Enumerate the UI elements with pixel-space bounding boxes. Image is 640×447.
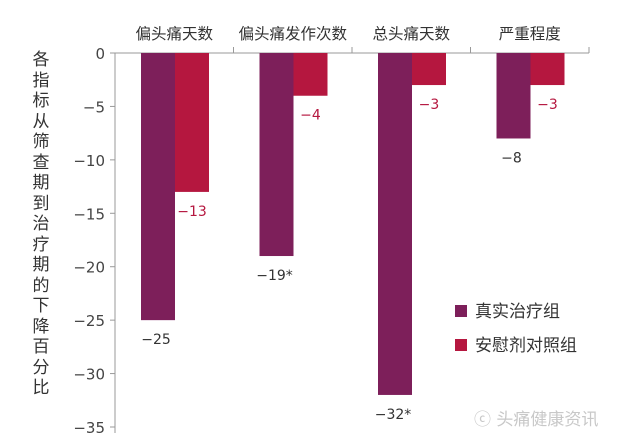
bar-placebo [412,53,446,86]
bar-placebo [530,53,565,86]
y-tick-label: −10 [73,152,105,170]
legend-swatch [455,305,467,317]
wechat-icon: ⓒ [474,410,497,430]
legend-label: 真实治疗组 [475,302,560,322]
data-label: −13 [177,204,207,220]
category-label: 偏头痛天数 [135,25,213,43]
y-axis-label: 各指标从筛查期到治疗期的下降百分比 [32,50,50,398]
data-label: −3 [419,97,440,113]
y-tick-label: −20 [73,259,105,277]
bar-treatment [259,53,294,257]
bar-treatment [141,53,175,321]
bar-placebo [175,53,209,192]
y-tick-label: −30 [73,366,105,384]
watermark-text: 头痛健康资讯 [496,410,599,430]
y-tick-label: −5 [83,98,105,116]
category-label: 偏头痛发作次数 [238,25,347,43]
y-tick-label: −15 [73,205,105,223]
data-label: −32* [375,407,412,423]
y-tick-label: 0 [95,45,105,63]
legend-swatch [455,339,467,351]
bar-treatment [378,53,412,395]
category-label: 严重程度 [499,25,561,43]
data-label: −25 [141,332,171,348]
category-label: 总头痛天数 [372,25,450,43]
data-label: −8 [501,150,522,166]
bar-placebo [293,53,328,96]
data-label: −3 [537,97,558,113]
legend-label: 安慰剂对照组 [475,336,577,356]
watermark: ⓒ 头痛健康资讯 [474,405,598,430]
data-label: −4 [300,108,321,124]
data-label: −19* [256,268,293,284]
y-tick-label: −35 [73,419,105,437]
bar-treatment [496,53,531,139]
y-tick-label: −25 [73,312,105,330]
